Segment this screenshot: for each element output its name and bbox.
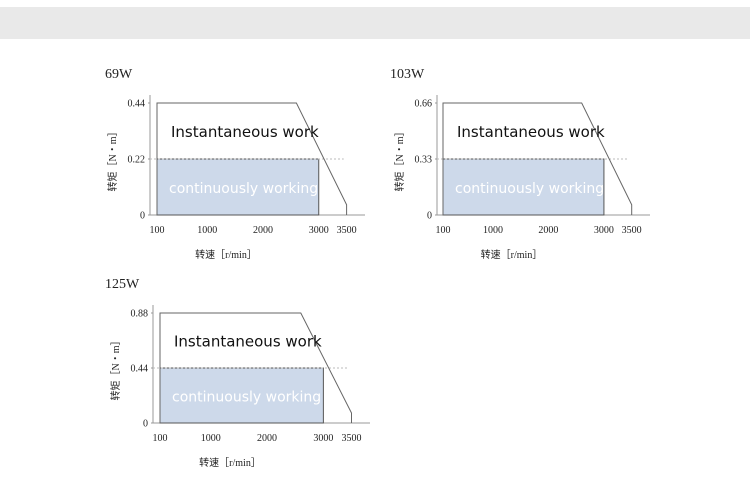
instantaneous-envelope — [156, 102, 348, 215]
y-tick-label: 0.44 — [128, 99, 146, 110]
label-continuous: continuously working — [455, 181, 604, 197]
label-continuous: continuously working — [172, 390, 321, 406]
y-axis-label: 转矩［N・m］ — [106, 127, 119, 192]
x-tick-label: 3000 — [594, 225, 614, 236]
y-tick-label: 0 — [143, 419, 148, 430]
label-instantaneous: Instantaneous work — [171, 123, 319, 141]
y-tick-label: 0.22 — [128, 155, 146, 166]
x-tick-label: 100 — [150, 225, 165, 236]
y-tick-label: 0.44 — [131, 364, 149, 375]
x-tick-label: 3000 — [309, 225, 329, 236]
x-tick-label: 2000 — [257, 433, 277, 444]
x-tick-label: 3000 — [313, 433, 333, 444]
x-tick-label: 100 — [436, 225, 451, 236]
y-tick-label: 0.88 — [131, 309, 149, 320]
label-instantaneous: Instantaneous work — [457, 123, 605, 141]
y-tick-label: 0.33 — [415, 155, 433, 166]
x-tick-label: 1000 — [483, 225, 503, 236]
chart-125W: 125W Instantaneous work continuously worki… — [105, 277, 370, 469]
x-tick-label: 1000 — [197, 225, 217, 236]
label-instantaneous: Instantaneous work — [174, 333, 322, 351]
y-tick-label: 0 — [427, 211, 432, 222]
x-axis-label: 转速［r/min］ — [195, 248, 257, 261]
x-tick-label: 2000 — [253, 225, 273, 236]
x-tick-label: 3500 — [337, 225, 357, 236]
chart-title: 103W — [390, 67, 425, 82]
chart-title: 125W — [105, 277, 140, 292]
chart-103W: 103W Instantaneous work continuously worki… — [390, 67, 650, 261]
continuous-area — [156, 158, 320, 216]
chart-69W: 69W Instantaneous work continuously workin… — [105, 67, 365, 261]
y-tick-label: 0.66 — [415, 99, 433, 110]
instantaneous-envelope — [442, 102, 633, 215]
x-tick-label: 100 — [153, 433, 168, 444]
y-tick-label: 0 — [140, 211, 145, 222]
x-tick-label: 2000 — [538, 225, 558, 236]
chart-title: 69W — [105, 67, 133, 82]
header-band — [0, 7, 750, 39]
continuous-area — [442, 158, 605, 216]
x-axis-label: 转速［r/min］ — [199, 456, 261, 469]
x-tick-label: 1000 — [201, 433, 221, 444]
x-tick-label: 3500 — [622, 225, 642, 236]
x-tick-label: 3500 — [342, 433, 362, 444]
instantaneous-envelope — [159, 312, 352, 423]
x-axis-label: 转速［r/min］ — [481, 248, 543, 261]
y-axis-label: 转矩［N・m］ — [393, 127, 406, 192]
label-continuous: continuously working — [169, 181, 318, 197]
y-axis-label: 转矩［N・m］ — [109, 336, 122, 401]
